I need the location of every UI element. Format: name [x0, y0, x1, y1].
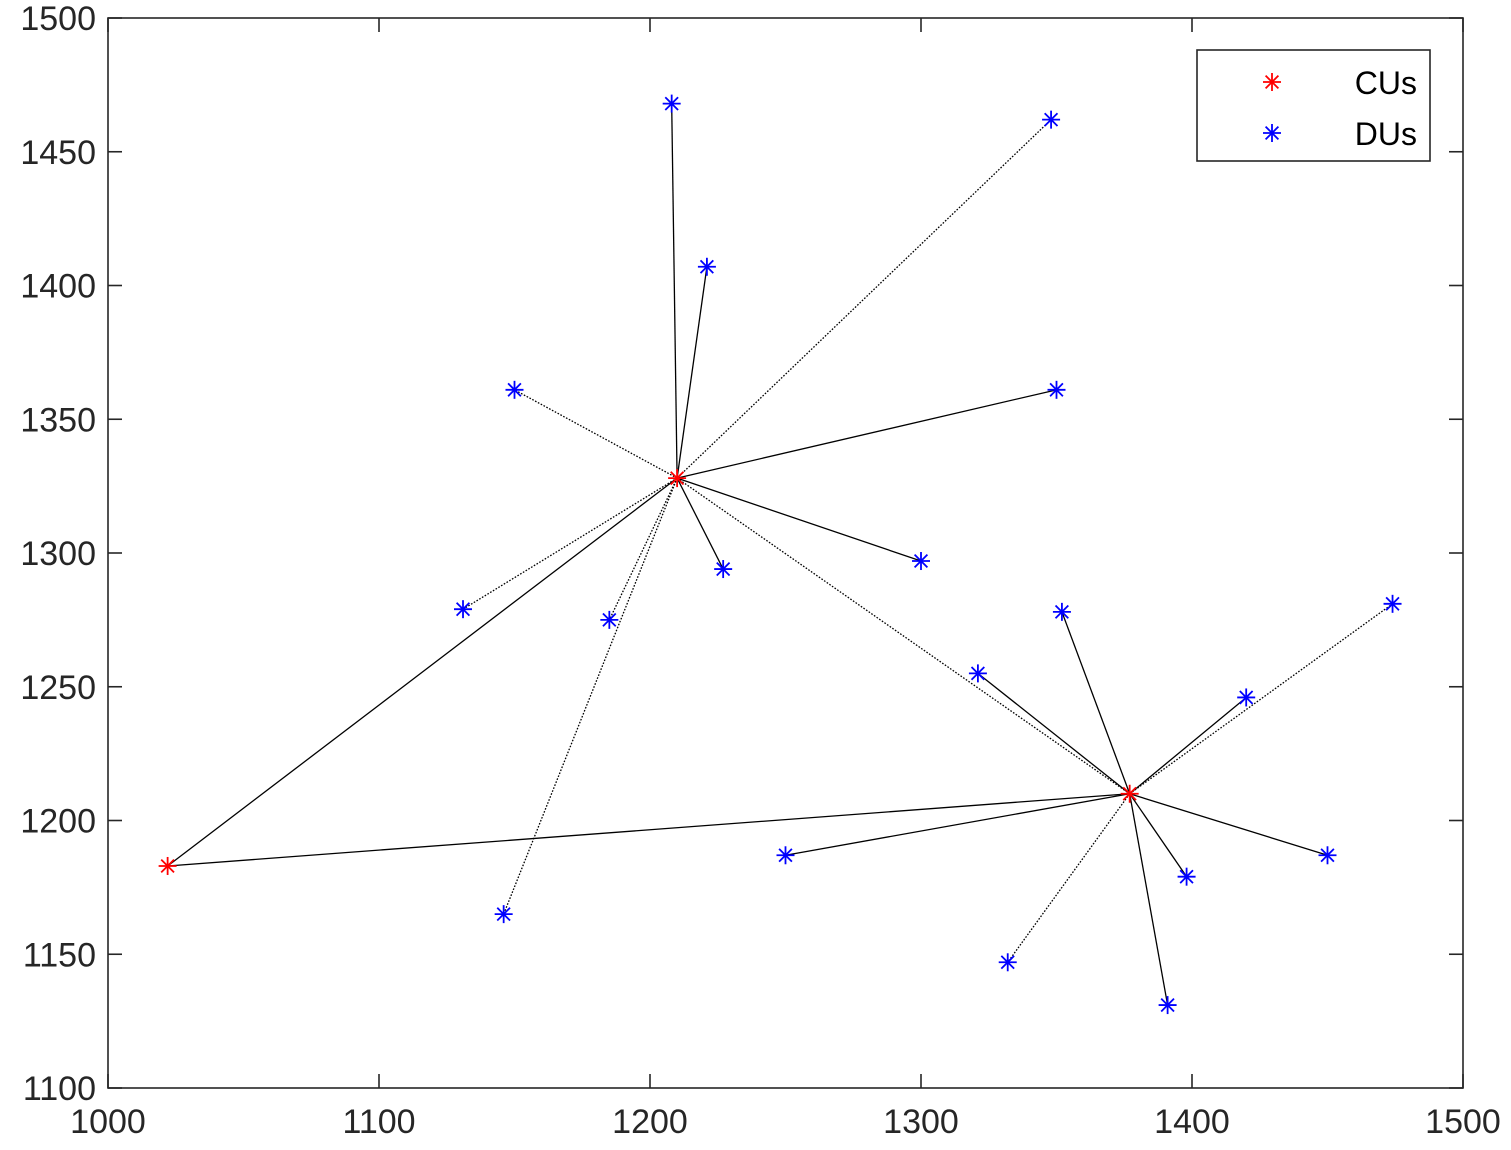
- dus-point: [968, 664, 987, 683]
- legend-label-cus: CUs: [1355, 65, 1417, 101]
- legend-item-dus: DUs: [1263, 116, 1417, 152]
- link-line: [1129, 696, 1247, 795]
- x-tick-label: 1000: [70, 1103, 146, 1141]
- dus-point: [697, 257, 716, 276]
- legend-item-cus: CUs: [1263, 65, 1417, 101]
- dus-point: [454, 600, 473, 619]
- y-tick-label: 1150: [23, 936, 96, 974]
- link-line: [1129, 793, 1169, 1006]
- cus-point: [668, 469, 687, 488]
- link-line: [503, 477, 678, 915]
- link-line: [676, 266, 708, 479]
- dus-point: [714, 560, 733, 579]
- dus-point: [1158, 996, 1177, 1015]
- legend-marker-dus: [1263, 124, 1281, 142]
- y-tick-label: 1200: [20, 803, 96, 841]
- link-line: [977, 672, 1131, 795]
- legend: CUs DUs: [1196, 49, 1431, 162]
- x-tick-label: 1500: [1425, 1103, 1501, 1141]
- x-tick-label: 1400: [1154, 1103, 1230, 1141]
- legend-asterisk-icon: [1263, 73, 1281, 91]
- dus-point: [912, 552, 930, 571]
- cus-point: [158, 856, 177, 875]
- x-tick-label: 1100: [342, 1103, 415, 1141]
- link-line: [608, 477, 678, 621]
- link-line: [1129, 603, 1393, 795]
- link-line: [785, 793, 1130, 856]
- link-line: [676, 477, 922, 562]
- link-line: [167, 477, 678, 867]
- legend-box: [1196, 49, 1431, 162]
- dus-point: [1383, 594, 1402, 613]
- link-line: [676, 389, 1057, 479]
- legend-marker-cus: [1263, 73, 1281, 91]
- y-tick-label: 1500: [20, 0, 96, 38]
- y-tick-label: 1100: [23, 1070, 96, 1108]
- y-tick-label: 1450: [20, 134, 96, 172]
- dus-point: [494, 905, 513, 924]
- dus-point: [998, 953, 1017, 972]
- dus-point: [776, 846, 795, 865]
- link-line: [1129, 793, 1328, 856]
- link-line: [167, 793, 1130, 867]
- legend-label-dus: DUs: [1355, 116, 1417, 152]
- y-tick-label: 1400: [20, 268, 96, 306]
- y-tick-label: 1300: [20, 535, 96, 573]
- y-tick-label: 1250: [20, 669, 96, 707]
- link-line: [1007, 793, 1131, 963]
- link-line: [676, 477, 724, 570]
- link-line: [514, 389, 678, 479]
- dus-point: [1177, 867, 1196, 886]
- dus-point: [1052, 602, 1071, 621]
- link-line: [1129, 793, 1188, 878]
- dus-point: [505, 380, 524, 399]
- x-tick-label: 1200: [612, 1103, 688, 1141]
- dus-point: [1042, 110, 1061, 129]
- y-tick-label: 1350: [20, 401, 96, 439]
- dus-point: [1047, 380, 1066, 399]
- dus-point: [1318, 846, 1337, 865]
- x-tick-label: 1300: [883, 1103, 959, 1141]
- link-line: [671, 103, 678, 479]
- points-layer: [158, 94, 1402, 1015]
- dus-point: [600, 610, 619, 629]
- link-line: [1061, 611, 1131, 794]
- ticks-layer: 1000 1100 1200 1300 1400 15001100115012001250…: [20, 0, 1500, 1141]
- links-layer: [167, 103, 1393, 1006]
- cus-point: [1120, 784, 1139, 803]
- legend-asterisk-icon: [1263, 124, 1281, 142]
- link-line: [462, 477, 678, 610]
- dus-point: [662, 94, 681, 113]
- dus-point: [1237, 688, 1256, 707]
- link-line: [676, 477, 1131, 795]
- link-line: [676, 119, 1052, 479]
